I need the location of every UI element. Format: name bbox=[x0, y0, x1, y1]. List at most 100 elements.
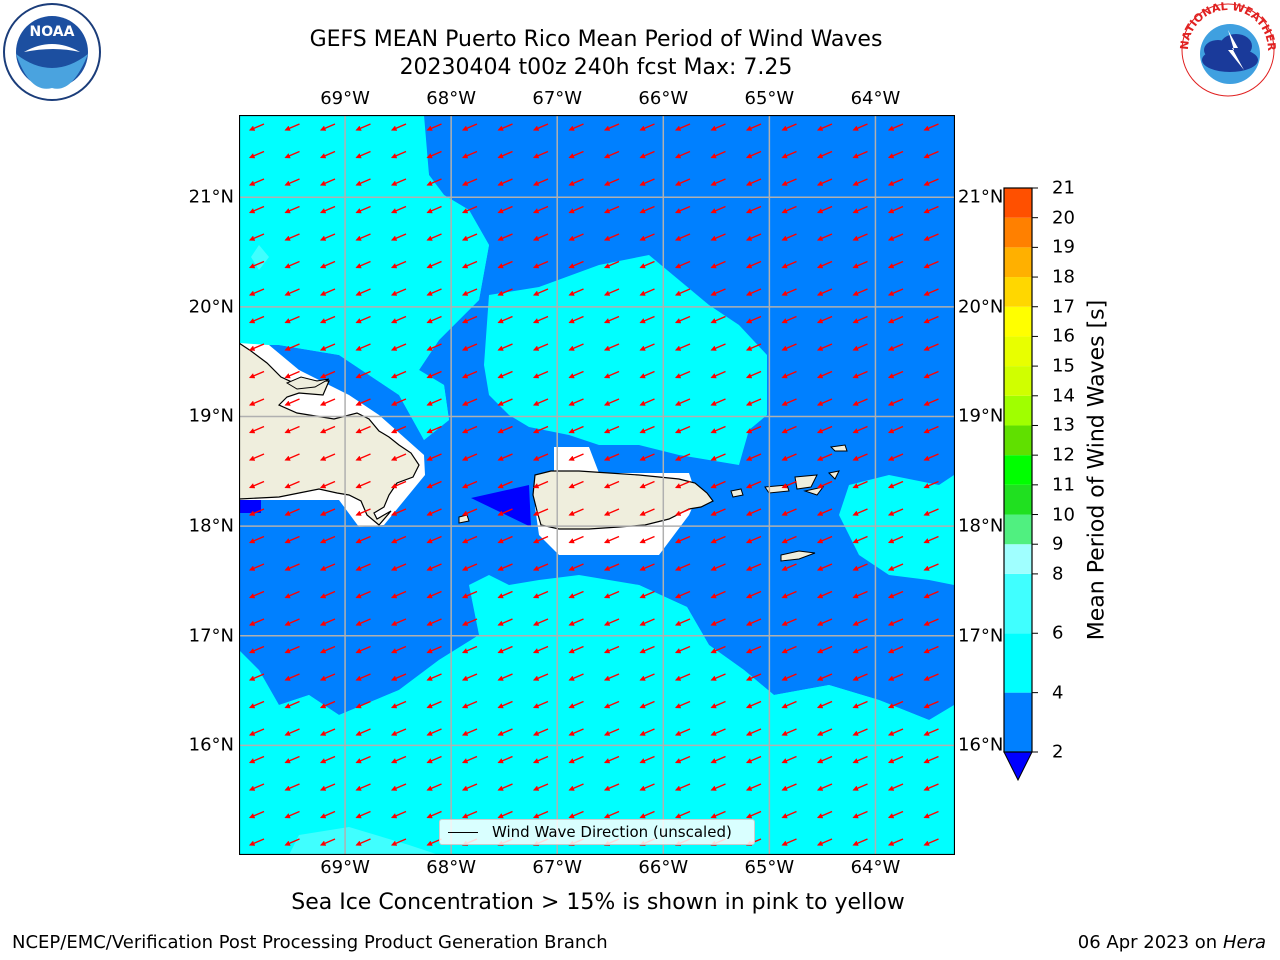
wave-direction-arrow bbox=[816, 398, 833, 406]
wave-direction-arrow bbox=[781, 783, 797, 791]
wave-direction-arrow bbox=[674, 343, 691, 351]
colorbar-tick-label: 17 bbox=[1052, 296, 1075, 318]
wave-direction-arrow bbox=[319, 425, 336, 434]
wave-direction-arrow bbox=[355, 398, 371, 406]
wave-direction-arrow bbox=[816, 343, 833, 351]
wave-direction-arrow bbox=[639, 205, 655, 214]
wave-direction-arrow bbox=[568, 590, 584, 599]
lon-tick-label-top: 66°W bbox=[638, 88, 689, 109]
wave-direction-arrow bbox=[461, 453, 478, 461]
wave-direction-arrow bbox=[461, 480, 478, 489]
colorbar-segment bbox=[1004, 306, 1032, 337]
wave-direction-arrow bbox=[532, 728, 549, 736]
wave-direction-arrow bbox=[745, 123, 762, 131]
wave-direction-arrow bbox=[461, 370, 478, 379]
wave-direction-arrow bbox=[568, 755, 584, 764]
wave-direction-arrow bbox=[532, 480, 549, 489]
wave-direction-arrow bbox=[390, 178, 407, 186]
wave-direction-arrow bbox=[390, 810, 407, 819]
wave-direction-arrow bbox=[461, 590, 478, 599]
wave-direction-arrow bbox=[710, 783, 726, 791]
colorbar-title: Mean Period of Wind Waves [s] bbox=[1084, 299, 1110, 641]
lon-tick-label-bottom: 69°W bbox=[320, 857, 370, 878]
wave-direction-arrow bbox=[319, 343, 336, 351]
wave-direction-arrow bbox=[497, 343, 513, 351]
wave-direction-arrow bbox=[497, 233, 513, 241]
wave-direction-arrow bbox=[248, 563, 265, 571]
wave-direction-arrow bbox=[603, 480, 620, 489]
wave-direction-arrow bbox=[887, 728, 904, 736]
wave-direction-arrow bbox=[745, 343, 762, 351]
wave-direction-arrow bbox=[284, 370, 300, 379]
wave-direction-arrow bbox=[532, 233, 549, 241]
colorbar bbox=[1003, 187, 1038, 782]
lat-tick-label-right: 21°N bbox=[958, 186, 1004, 208]
colorbar-segment bbox=[1004, 395, 1032, 426]
wave-direction-arrow bbox=[710, 123, 726, 131]
wave-direction-arrow bbox=[532, 590, 549, 599]
wave-direction-arrow bbox=[319, 700, 336, 709]
wave-direction-arrow bbox=[390, 590, 407, 599]
wave-direction-arrow bbox=[887, 618, 904, 626]
wave-direction-arrow bbox=[852, 673, 868, 681]
wave-direction-arrow bbox=[639, 178, 655, 186]
colorbar-segment bbox=[1004, 336, 1032, 367]
wave-direction-arrow bbox=[852, 453, 868, 461]
wave-direction-arrow bbox=[781, 260, 797, 269]
wave-direction-arrow bbox=[816, 288, 833, 296]
wave-direction-arrow bbox=[319, 260, 336, 269]
wave-direction-arrow bbox=[674, 783, 691, 791]
wave-direction-arrow bbox=[887, 480, 904, 489]
wave-direction-arrow bbox=[284, 810, 300, 819]
wave-direction-arrow bbox=[390, 618, 407, 626]
wave-direction-arrow bbox=[319, 838, 336, 846]
wave-direction-arrow bbox=[284, 315, 300, 324]
wave-direction-arrow bbox=[710, 425, 726, 434]
wave-direction-arrow bbox=[674, 673, 691, 681]
wave-direction-arrow bbox=[603, 453, 620, 461]
wave-direction-arrow bbox=[674, 755, 691, 764]
colorbar-tick-label: 13 bbox=[1052, 414, 1075, 436]
wave-direction-arrow bbox=[852, 563, 868, 571]
wave-direction-arrow bbox=[710, 150, 726, 159]
wave-direction-arrow bbox=[674, 370, 691, 379]
wave-direction-arrow bbox=[319, 398, 336, 406]
wave-direction-arrow bbox=[816, 233, 833, 241]
wave-direction-arrow bbox=[603, 205, 620, 214]
wave-direction-arrow bbox=[284, 838, 300, 846]
wave-direction-arrow bbox=[781, 315, 797, 324]
wave-direction-arrow bbox=[568, 205, 584, 214]
wave-direction-arrow bbox=[532, 700, 549, 709]
map-legend: Wind Wave Direction (unscaled) bbox=[439, 819, 755, 845]
colorbar-segment bbox=[1004, 277, 1032, 307]
lat-tick-label-left: 21°N bbox=[188, 186, 234, 208]
wave-direction-arrow bbox=[674, 315, 691, 324]
wave-direction-arrow bbox=[568, 233, 584, 241]
wave-direction-arrow bbox=[674, 123, 691, 131]
wave-direction-arrow bbox=[355, 838, 371, 846]
wave-direction-arrow bbox=[461, 260, 478, 269]
wave-direction-arrow bbox=[923, 370, 939, 379]
wave-direction-arrow bbox=[461, 150, 478, 159]
colorbar-segment bbox=[1004, 633, 1032, 693]
wave-direction-arrow bbox=[497, 590, 513, 599]
wave-direction-arrow bbox=[248, 453, 265, 461]
wave-direction-arrow bbox=[852, 425, 868, 434]
wave-direction-arrow bbox=[816, 150, 833, 159]
wave-direction-arrow bbox=[710, 343, 726, 351]
colorbar-tick-label: 11 bbox=[1052, 474, 1075, 496]
wave-direction-arrow bbox=[319, 178, 336, 186]
lon-tick-label-top: 68°W bbox=[426, 88, 476, 109]
wave-direction-arrow bbox=[674, 728, 691, 736]
wave-direction-arrow bbox=[426, 618, 442, 626]
wave-direction-arrow bbox=[887, 370, 904, 379]
wave-direction-arrow bbox=[816, 645, 833, 654]
wave-direction-arrow bbox=[710, 728, 726, 736]
wave-direction-arrow bbox=[497, 508, 513, 516]
wave-direction-arrow bbox=[923, 700, 939, 709]
wave-direction-arrow bbox=[319, 453, 336, 461]
wave-direction-arrow bbox=[781, 755, 797, 764]
wave-direction-arrow bbox=[355, 150, 371, 159]
wave-direction-arrow bbox=[497, 123, 513, 131]
wave-direction-arrow bbox=[568, 398, 584, 406]
